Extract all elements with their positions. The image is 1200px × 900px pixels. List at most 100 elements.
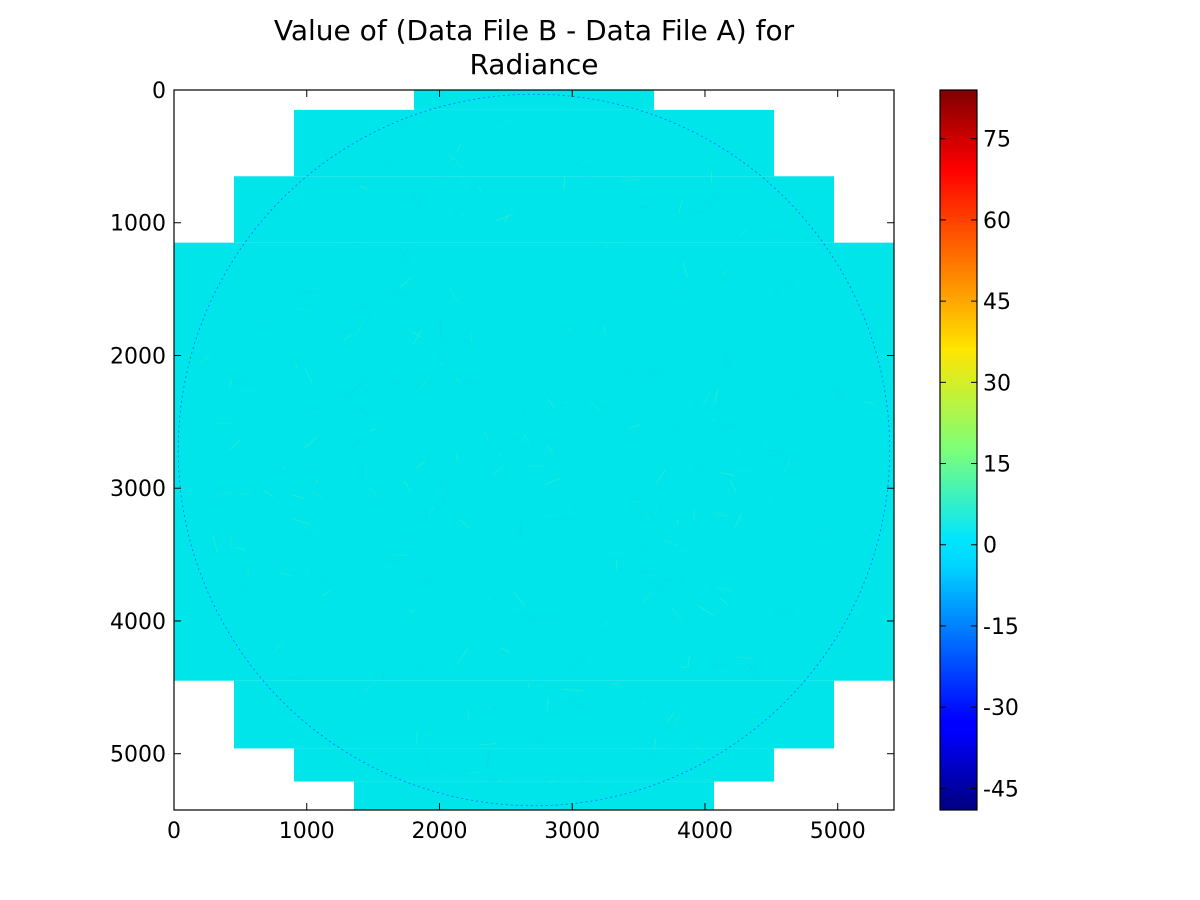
texture-streak bbox=[559, 275, 574, 281]
texture-streak bbox=[729, 480, 737, 493]
texture-streak bbox=[425, 579, 433, 585]
y-tick-label: 3000 bbox=[110, 477, 166, 502]
texture-streak bbox=[656, 470, 666, 483]
texture-streak bbox=[477, 185, 483, 194]
texture-streak bbox=[455, 377, 460, 382]
texture-streak bbox=[416, 732, 418, 744]
texture-streak bbox=[502, 564, 508, 569]
texture-streak bbox=[749, 438, 755, 457]
texture-streak bbox=[724, 352, 730, 370]
texture-streak bbox=[306, 464, 319, 468]
texture-streak bbox=[690, 210, 704, 216]
texture-streak bbox=[382, 671, 385, 678]
texture-streak bbox=[697, 604, 714, 617]
texture-streak bbox=[701, 391, 712, 408]
texture-streak bbox=[629, 432, 647, 438]
texture-streak bbox=[709, 192, 723, 205]
texture-streak bbox=[687, 655, 691, 668]
texture-streak bbox=[768, 388, 771, 394]
texture-streak bbox=[671, 607, 683, 621]
texture-streak bbox=[463, 379, 474, 385]
texture-streak bbox=[747, 661, 762, 673]
y-axis: 0 1000 2000 3000 4000 5000 bbox=[110, 79, 894, 768]
texture-streak bbox=[544, 693, 556, 703]
texture-streak bbox=[202, 495, 221, 504]
texture-streak bbox=[549, 616, 558, 625]
y-tick-label: 2000 bbox=[110, 344, 166, 369]
texture-streak bbox=[638, 570, 650, 575]
colorbar-tick-label: 15 bbox=[983, 453, 1011, 478]
texture-streak bbox=[403, 480, 411, 491]
texture-streak bbox=[488, 777, 499, 785]
texture-streak bbox=[449, 286, 458, 302]
texture-streak bbox=[272, 640, 283, 654]
texture-streak bbox=[384, 157, 390, 164]
texture-streak bbox=[659, 220, 662, 226]
texture-streak bbox=[495, 213, 514, 222]
texture-streak bbox=[410, 190, 421, 208]
texture-streak bbox=[349, 242, 356, 248]
coverage-row-0 bbox=[414, 90, 654, 110]
texture-streak bbox=[654, 508, 658, 514]
texture-streak bbox=[756, 322, 768, 336]
texture-streak bbox=[218, 531, 234, 536]
texture-streak bbox=[642, 549, 652, 552]
texture-streak bbox=[495, 453, 502, 458]
texture-streak bbox=[410, 449, 425, 463]
texture-streak bbox=[692, 509, 695, 522]
texture-streak bbox=[372, 315, 378, 319]
colorbar-tick-label: -30 bbox=[983, 696, 1019, 721]
texture-streak bbox=[210, 392, 214, 398]
texture-streak bbox=[719, 598, 729, 606]
coverage-row-6 bbox=[354, 781, 714, 810]
texture-streak bbox=[645, 580, 660, 587]
chart-title-line-1: Value of (Data File B - Data File A) for bbox=[273, 14, 795, 47]
texture-streak bbox=[303, 533, 309, 537]
texture-streak bbox=[564, 401, 570, 403]
texture-streak bbox=[284, 675, 301, 680]
colorbar-tick-label: 30 bbox=[983, 371, 1011, 396]
texture-streak bbox=[229, 440, 241, 450]
texture-streak bbox=[467, 771, 482, 774]
texture-streak bbox=[780, 291, 786, 297]
texture-streak bbox=[721, 422, 738, 428]
texture-streak bbox=[573, 162, 588, 170]
texture-streak bbox=[867, 457, 879, 468]
texture-streak bbox=[212, 535, 219, 554]
texture-streak bbox=[278, 571, 295, 577]
texture-streak bbox=[416, 460, 426, 469]
texture-streak bbox=[475, 542, 489, 551]
texture-streak bbox=[610, 180, 615, 185]
texture-streak bbox=[498, 778, 502, 783]
texture-streak bbox=[234, 453, 251, 459]
texture-streak bbox=[247, 536, 258, 540]
texture-streak bbox=[741, 274, 749, 282]
texture-streak bbox=[499, 486, 508, 492]
texture-streak bbox=[343, 393, 349, 398]
texture-streak bbox=[778, 607, 792, 618]
texture-streak bbox=[281, 464, 286, 470]
texture-streak bbox=[645, 512, 650, 519]
x-tick-label: 0 bbox=[167, 819, 181, 844]
texture-streak bbox=[444, 354, 448, 373]
texture-streak bbox=[507, 339, 521, 351]
texture-streak bbox=[680, 666, 687, 669]
colorbar bbox=[939, 89, 978, 811]
texture-streak bbox=[785, 282, 787, 288]
colorbar-tick-label: -45 bbox=[983, 777, 1019, 802]
texture-streak bbox=[789, 386, 796, 396]
texture-streak bbox=[638, 206, 651, 210]
texture-streak bbox=[491, 467, 503, 476]
texture-streak bbox=[412, 330, 422, 345]
texture-streak bbox=[672, 288, 681, 296]
texture-streak bbox=[359, 408, 368, 416]
texture-streak bbox=[389, 557, 391, 563]
texture-streak bbox=[401, 539, 413, 542]
difference-texture bbox=[198, 125, 879, 785]
texture-streak bbox=[620, 178, 640, 183]
texture-streak bbox=[562, 689, 583, 691]
texture-streak bbox=[522, 433, 526, 441]
texture-streak bbox=[544, 478, 560, 486]
texture-streak bbox=[234, 378, 251, 387]
texture-streak bbox=[399, 276, 413, 288]
